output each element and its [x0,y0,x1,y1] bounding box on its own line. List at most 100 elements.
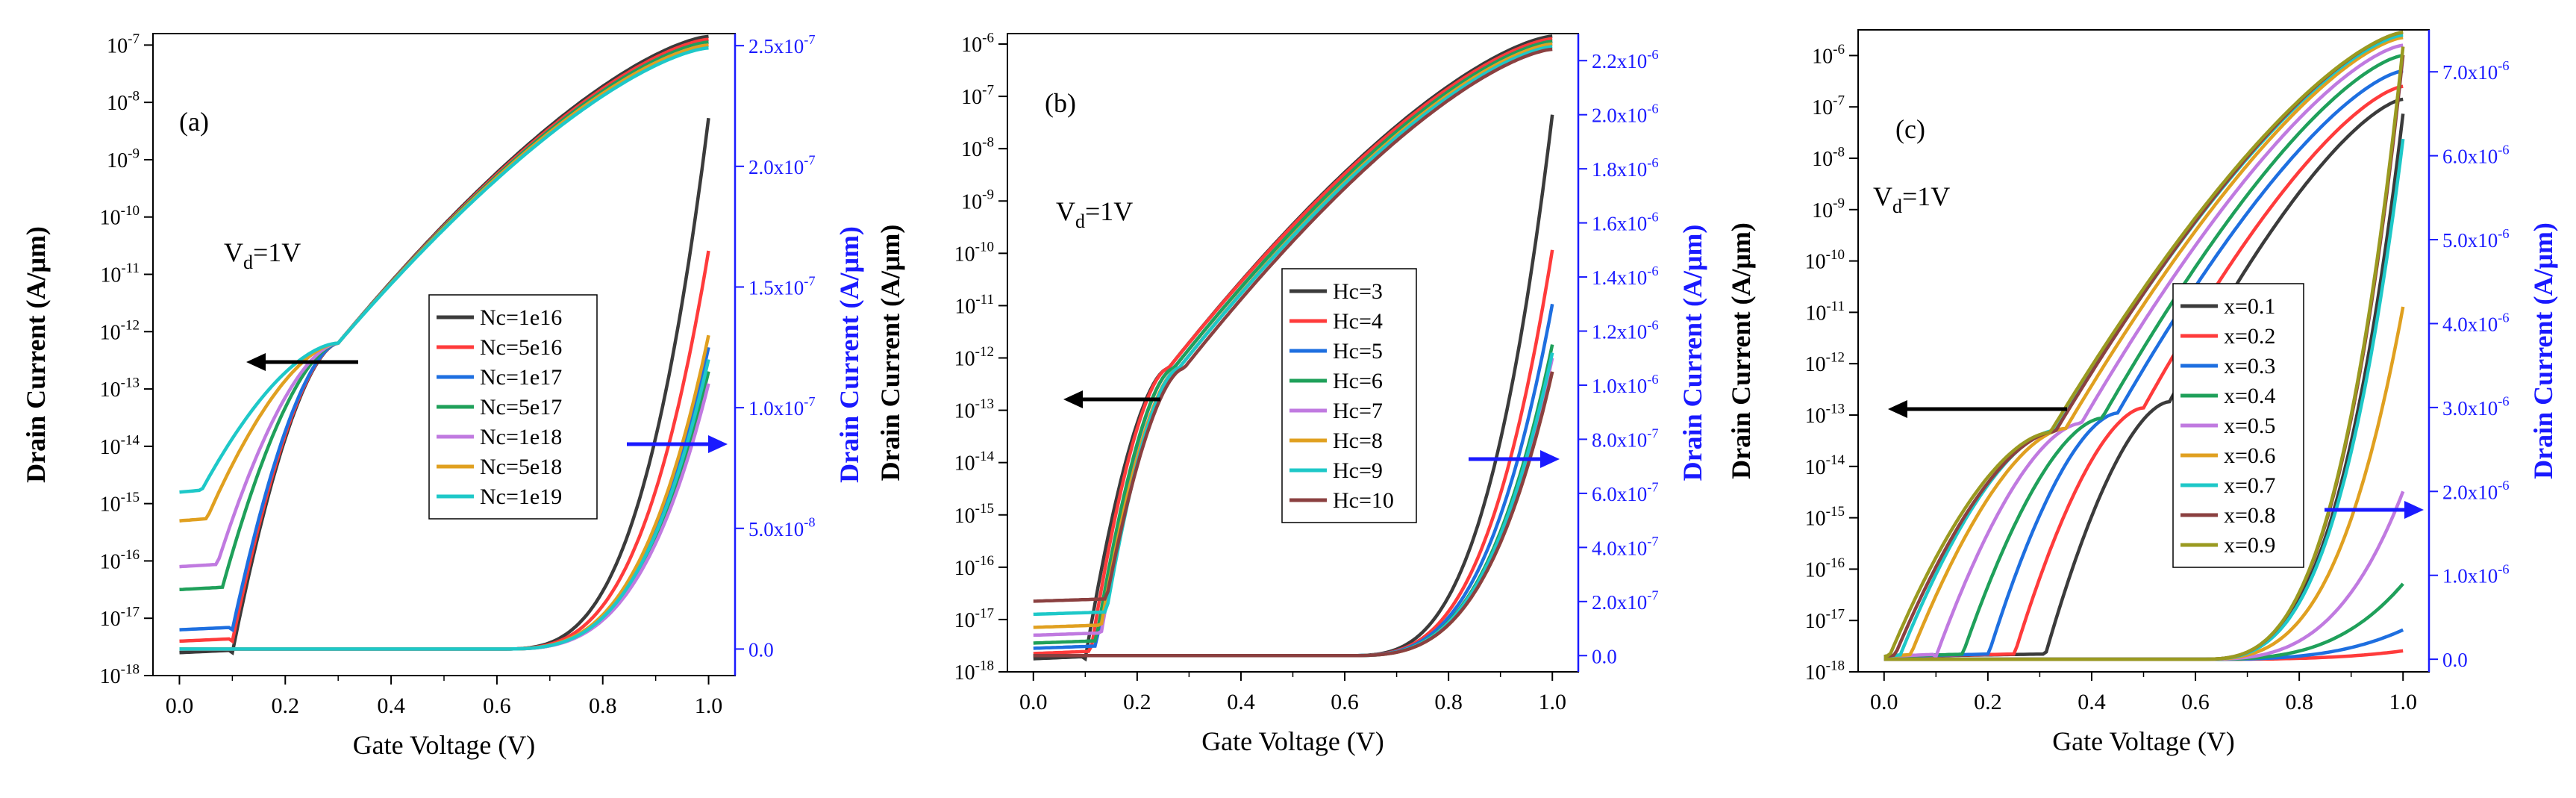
panel-label: (c) [1895,114,1925,144]
x-tick-label: 0.8 [2285,690,2313,714]
x-tick-label: 0.6 [2181,690,2210,714]
y-right-tick-label: 4.0x10-6 [2442,310,2510,335]
x-tick-label: 0.2 [272,693,300,718]
left-axis-arrow-head [1888,400,1907,418]
y-right-tick-label: 4.0x10-7 [1592,534,1659,559]
legend-label: Hc=4 [1333,309,1383,334]
y-left-tick-label: 10-6 [961,30,994,57]
legend-label: x=0.5 [2224,414,2275,438]
y-left-tick-label: 10-18 [1805,658,1845,685]
y-right-tick-label: 1.5x10-7 [748,273,816,299]
y-left-tick-label: 10-9 [1812,196,1845,222]
legend-label: x=0.2 [2224,324,2275,349]
y-right-tick-label: 2.0x10-6 [1592,102,1659,127]
y-right-tick-label: 5.0x10-6 [2442,226,2510,252]
y-right-tick-label: 2.0x10-7 [748,153,816,178]
x-tick-label: 0.8 [589,693,617,718]
y-right-tick-label: 6.0x10-7 [1592,480,1659,505]
legend-label: x=0.9 [2224,533,2275,558]
x-axis-label: Gate Voltage (V) [2052,726,2235,756]
y-left-tick-label: 10-7 [107,31,140,58]
log-curve-2 [1033,37,1553,655]
y-left-tick-label: 10-10 [954,240,994,266]
right-axis-arrow-head [1540,450,1560,468]
y-right-tick-label: 3.0x10-6 [2442,394,2510,420]
y-left-tick-label: 10-15 [100,490,140,517]
panel-c: 0.0 0.2 0.4 0.6 0.8 1.0 10-6 10-7 10-8 10-9 10-10 1… [1726,29,2558,756]
y-right-tick-label: 5.0x10-8 [748,515,816,540]
y-left-tick-label: 10-13 [100,375,140,402]
y-right-axis-label: Drain Current (A/μm) [2528,222,2558,479]
legend-label: Hc=10 [1333,488,1394,513]
y-left-tick-label: 10-8 [107,89,140,116]
y-left-tick-label: 10-13 [954,396,994,423]
y-left-axis-label: Drain Current (A/μm) [875,225,905,481]
y-left-tick-label: 10-18 [954,658,994,685]
panel-b: 0.0 0.2 0.4 0.6 0.8 1.0 10-6 10-7 10-8 10-9 10-10 1… [875,30,1707,756]
legend-label: Nc=5e17 [480,395,562,420]
panel-label: (a) [179,107,209,137]
y-left-tick-label: 10-16 [1805,555,1845,582]
y-left-tick-label: 10-16 [954,553,994,580]
y-left-tick-label: 10-15 [954,501,994,528]
y-right-tick-label: 7.0x10-6 [2442,58,2510,84]
y-left-tick-label: 10-17 [100,605,140,632]
legend-label: Nc=5e16 [480,335,562,360]
vd-annotation: Vd=1V [224,237,301,273]
x-tick-label: 0.4 [2078,690,2106,714]
y-left-tick-label: 10-11 [100,261,140,287]
y-left-tick-label: 10-18 [100,661,140,688]
legend-box [1281,268,1417,523]
legend-label: Hc=9 [1333,458,1383,483]
y-left-tick-label: 10-11 [1805,299,1845,325]
legend-label: Nc=1e16 [480,305,562,330]
y-right-axis-label: Drain Current (A/μm) [834,226,864,483]
legend-label: Hc=7 [1333,399,1383,423]
legend-label: Hc=8 [1333,428,1383,453]
log-curve-4 [1883,54,2404,658]
y-right-tick-label: 8.0x10-7 [1592,426,1659,451]
panel-a: 0.0 0.2 0.4 0.6 0.8 1.0 10-7 10-8 10-9 10-10 10-11… [21,31,864,760]
legend-label: x=0.1 [2224,294,2275,319]
legend-label: Hc=6 [1333,369,1383,393]
y-left-tick-label: 10-10 [1805,247,1845,274]
x-tick-label: 1.0 [2389,690,2417,714]
legend-label: Hc=3 [1333,279,1383,304]
log-curve-8 [1033,47,1553,603]
y-left-tick-label: 10-17 [954,605,994,632]
x-tick-label: 0.0 [166,693,194,718]
log-curve-7 [179,46,709,494]
legend-label: x=0.8 [2224,503,2275,528]
y-left-tick-label: 10-7 [1812,93,1845,120]
y-right-axis-label: Drain Current (A/μm) [1678,225,1707,481]
x-tick-label: 0.4 [1227,690,1255,714]
y-right-tick-label: 1.0x10-6 [2442,562,2510,587]
y-left-tick-label: 10-8 [961,135,994,162]
legend-label: x=0.7 [2224,473,2275,498]
log-curve-1 [1883,97,2404,658]
x-tick-label: 0.0 [1019,690,1048,714]
y-left-tick-label: 10-12 [100,318,140,345]
log-curve-4 [1033,40,1553,645]
y-right-tick-label: 0.0 [2442,649,2468,671]
left-axis-arrow-head [1063,390,1083,408]
linear-curve-8 [1883,54,2405,661]
panel-label: (b) [1045,88,1076,118]
y-right-tick-label: 1.0x10-7 [748,394,816,420]
linear-curve-6 [1883,306,2405,661]
y-left-axis-label: Drain Current (A/μm) [21,226,51,483]
x-tick-label: 0.6 [1331,690,1359,714]
linear-curve-7 [179,358,710,651]
left-axis-arrow-head [246,353,266,371]
legend-label: Hc=5 [1333,339,1383,364]
y-left-tick-label: 10-11 [954,292,994,319]
y-left-tick-label: 10-12 [1805,350,1845,377]
log-curve-5 [1883,43,2404,659]
x-tick-label: 0.0 [1870,690,1898,714]
x-tick-label: 0.6 [483,693,511,718]
x-tick-label: 0.2 [1974,690,2002,714]
right-axis-arrow-head [708,435,728,453]
y-left-tick-label: 10-16 [100,547,140,574]
x-axis-label: Gate Voltage (V) [1201,726,1384,756]
